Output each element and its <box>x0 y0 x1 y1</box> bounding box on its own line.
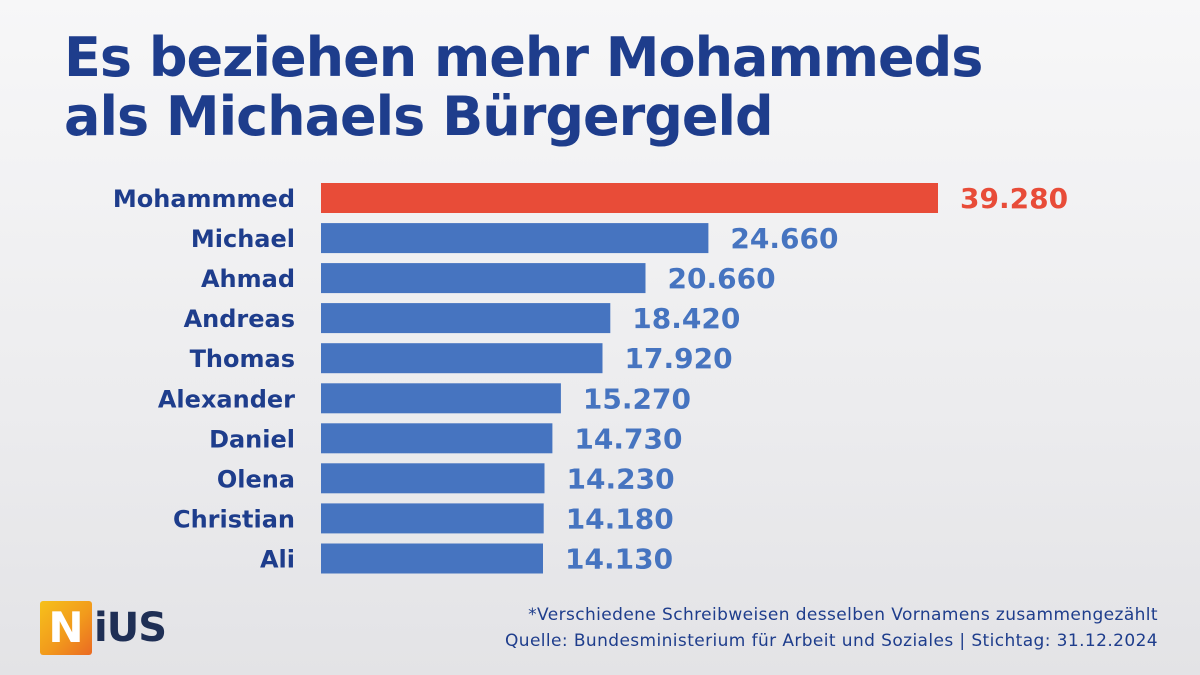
logo-n-mark: N <box>40 601 92 655</box>
value-label: 14.730 <box>574 422 682 455</box>
value-label: 17.920 <box>625 342 733 375</box>
bar-olena <box>321 463 545 494</box>
bar-christian <box>321 503 544 534</box>
category-label: Olena <box>217 465 295 493</box>
footer-notes: *Verschiedene Schreibweisen desselben Vo… <box>505 602 1158 654</box>
bar-mohammmed <box>321 183 938 213</box>
chart-title-line-2: als Michaels Bürgergeld <box>64 85 774 148</box>
nius-logo: N iUS <box>40 601 167 655</box>
value-label: 15.270 <box>583 382 691 415</box>
bar-daniel <box>321 423 553 454</box>
category-label: Michael <box>191 225 295 253</box>
source-line: Quelle: Bundesministerium für Arbeit und… <box>504 631 1158 651</box>
category-label: Ali <box>260 546 295 574</box>
value-label: 24.660 <box>730 222 838 255</box>
chart-title: Es beziehen mehr Mohammeds als Michaels … <box>64 26 983 148</box>
value-label: 20.660 <box>668 262 776 295</box>
category-label: Alexander <box>158 385 295 413</box>
value-label: 14.180 <box>566 502 674 535</box>
bar-ali <box>321 543 543 574</box>
category-label: Christian <box>173 505 295 533</box>
category-label: Daniel <box>209 425 295 453</box>
bar-alexander <box>321 383 561 414</box>
category-label: Ahmad <box>201 265 295 293</box>
category-label: Thomas <box>190 345 295 373</box>
bar-ahmad <box>321 263 646 294</box>
value-label: 18.420 <box>632 302 740 335</box>
value-label: 39.280 <box>960 182 1068 215</box>
bar-michael <box>321 223 709 254</box>
value-label: 14.230 <box>567 462 675 495</box>
footnote: *Verschiedene Schreibweisen desselben Vo… <box>528 605 1158 625</box>
bar-andreas <box>321 303 611 334</box>
category-label: Andreas <box>184 305 295 333</box>
bar-thomas <box>321 343 603 374</box>
category-label: Mohammmed <box>113 185 295 213</box>
chart-title-line-1: Es beziehen mehr Mohammeds <box>64 26 983 89</box>
value-label: 14.130 <box>565 543 673 576</box>
logo-wordmark: iUS <box>94 605 167 651</box>
